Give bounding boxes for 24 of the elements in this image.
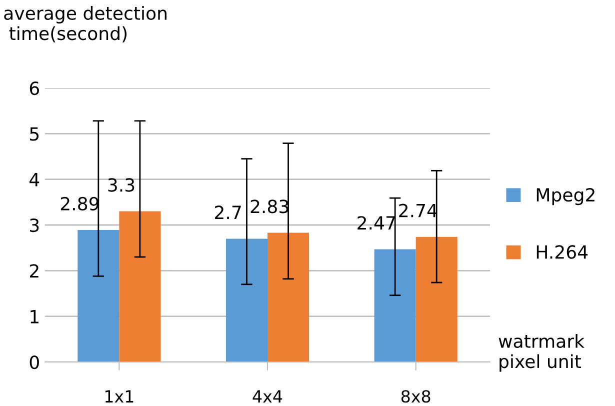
x-tick-label: 1x1 — [105, 390, 134, 402]
y-tick-label: 4 — [30, 173, 40, 186]
data-label: 2.74 — [399, 204, 437, 218]
x-tick-label: 4x4 — [252, 390, 282, 402]
data-label: 3.3 — [108, 178, 134, 192]
bar — [226, 238, 268, 362]
data-label: 2.7 — [215, 206, 241, 219]
y-tick-label: 5 — [30, 127, 39, 141]
y-tick-label: 2 — [30, 264, 38, 278]
legend-label: Mpeg2 — [536, 188, 594, 206]
x-axis-title: watrmark pixel unit — [498, 334, 584, 372]
bar — [78, 230, 120, 362]
bar — [374, 249, 416, 362]
y-tick-label: 0 — [30, 355, 39, 370]
bar — [416, 236, 458, 362]
y-tick-label: 6 — [30, 81, 39, 96]
legend-label: H.264 — [536, 245, 588, 259]
y-axis-title: average detection time(second) — [4, 6, 166, 42]
bar — [268, 232, 310, 362]
data-label: 2.47 — [358, 216, 395, 230]
bar — [119, 211, 161, 362]
x-tick-label: 8x8 — [401, 390, 430, 403]
y-tick-label: 1 — [30, 310, 38, 324]
y-tick-label: 3 — [30, 218, 39, 232]
